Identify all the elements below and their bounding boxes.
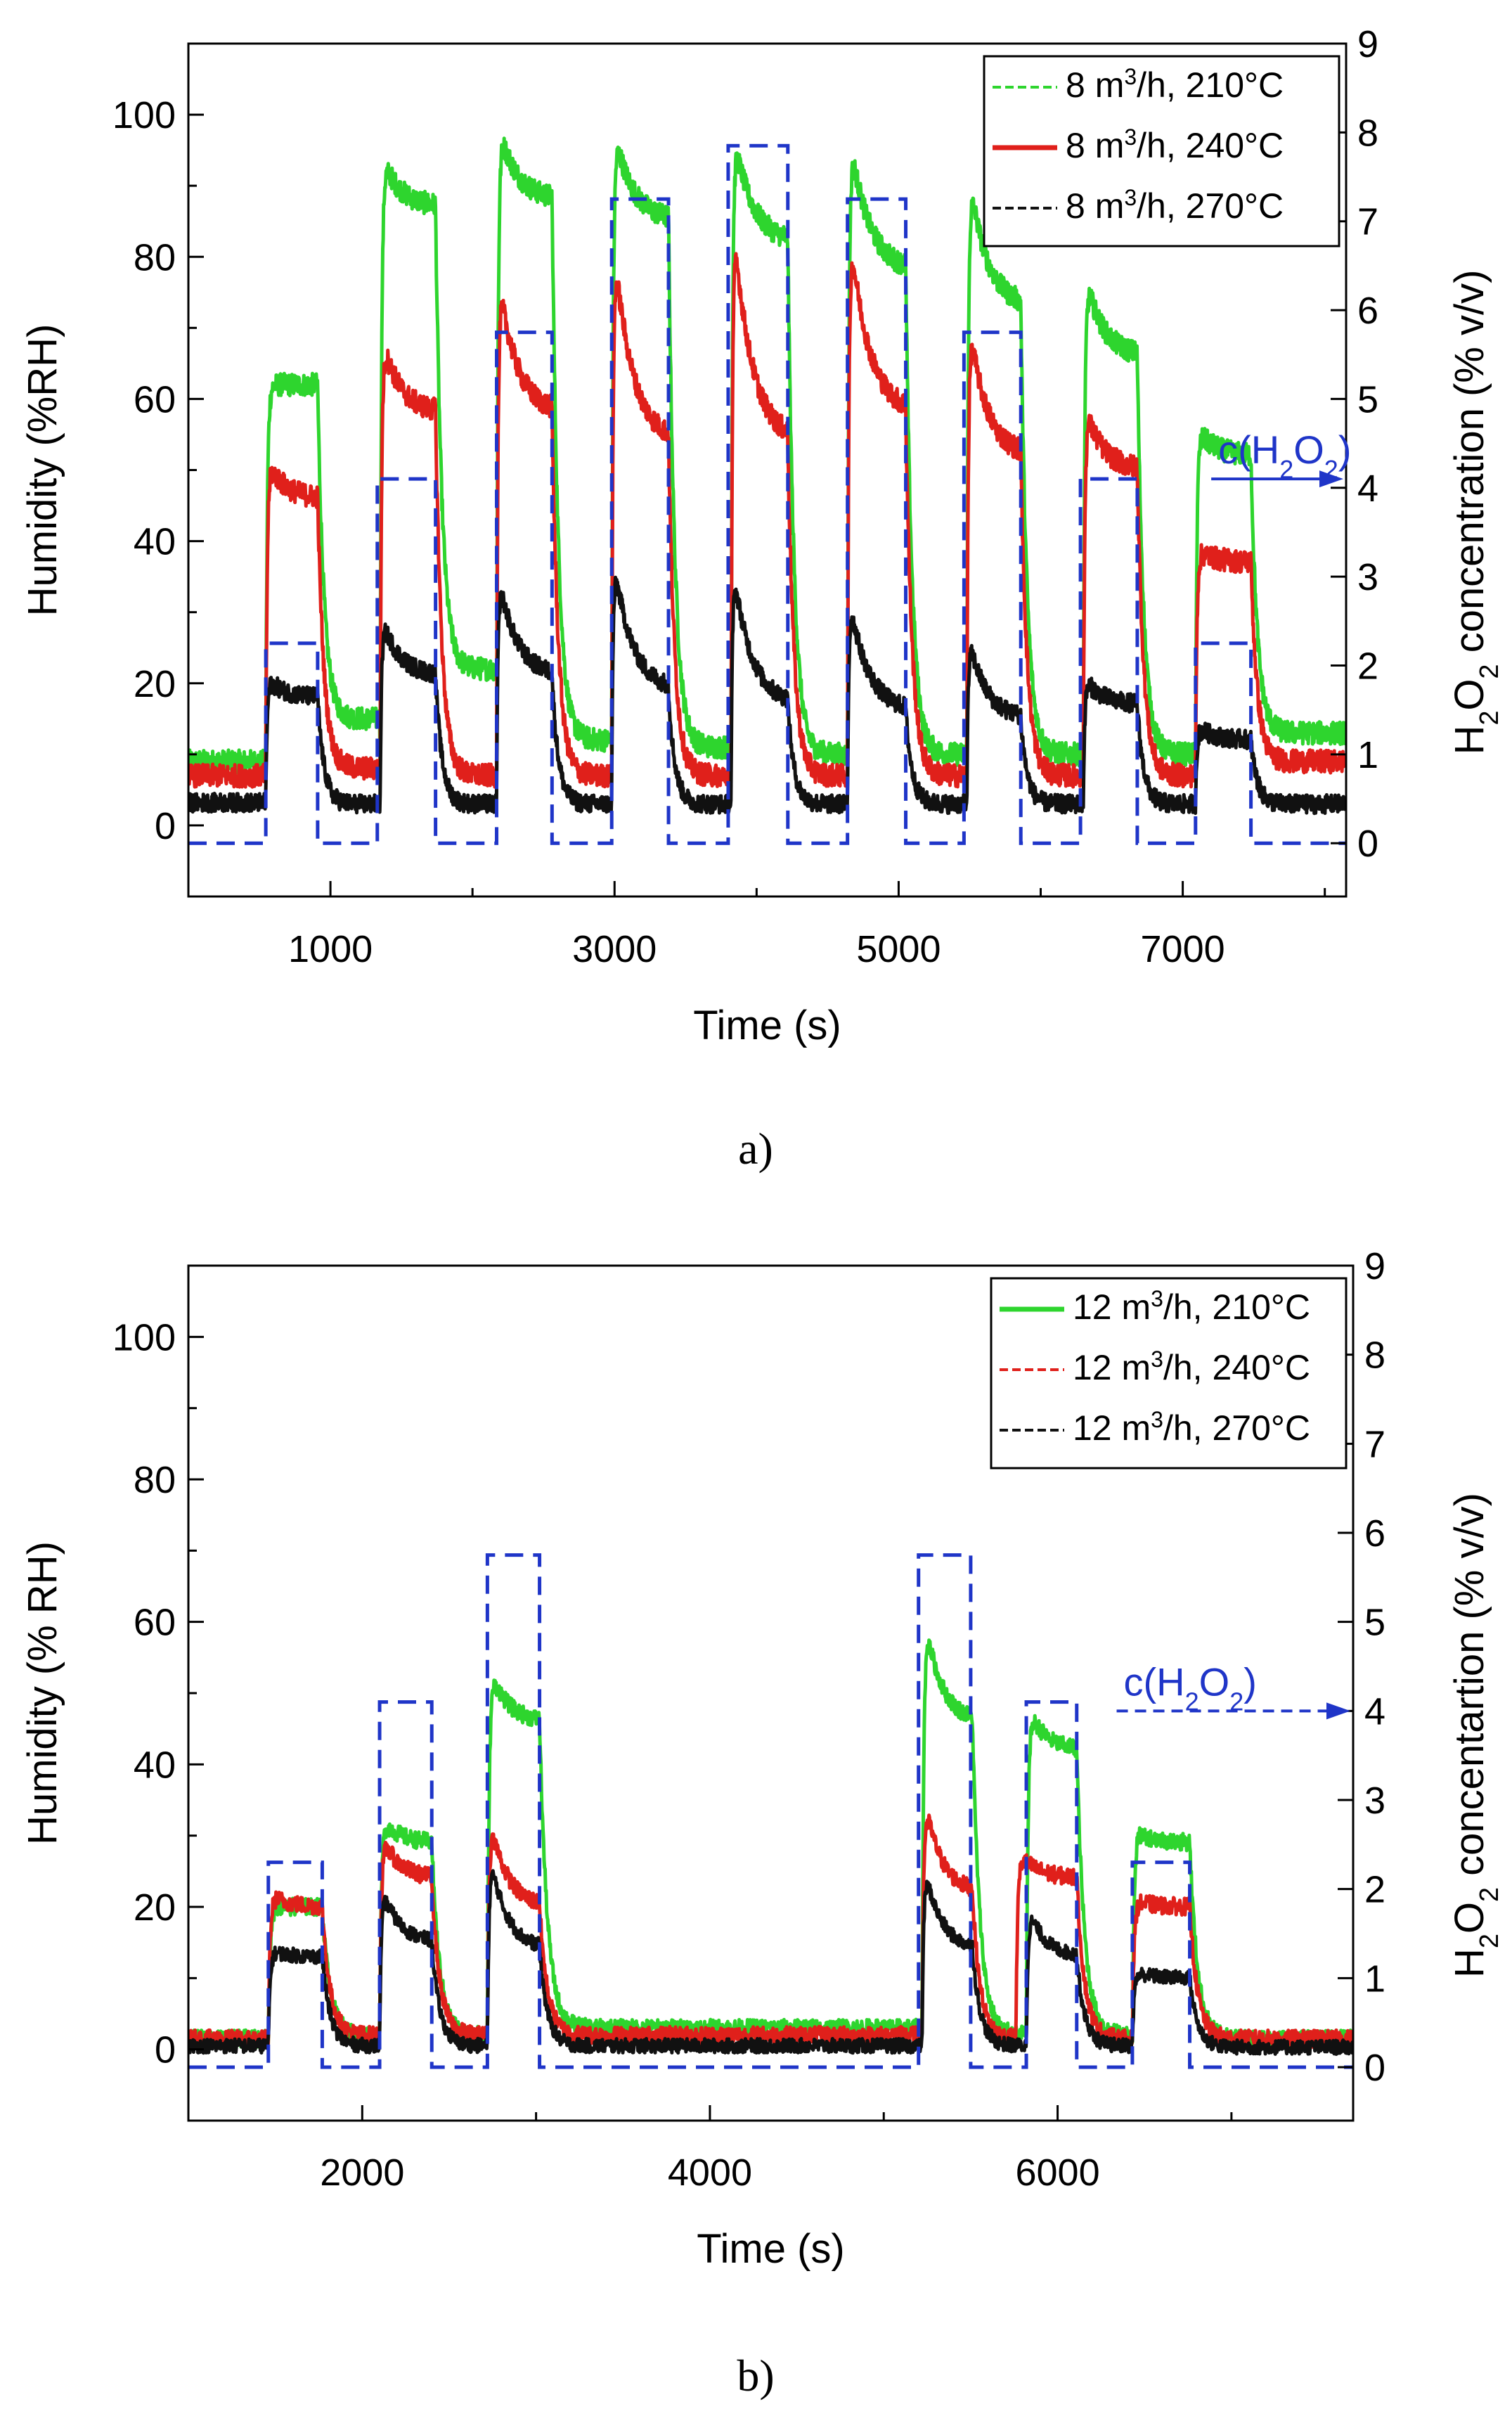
legend-label-1: 12 m3/h, 210°C: [1073, 1286, 1310, 1327]
y-axis-label: Humidity (% RH): [20, 1541, 65, 1845]
y-tick-label: 20: [134, 663, 176, 705]
y2-tick-label: 6: [1364, 1512, 1385, 1555]
y2-tick-label: 9: [1357, 23, 1378, 65]
x-tick-label: 1000: [288, 928, 373, 970]
legend: 8 m3/h, 210°C 8 m3/h, 240°C 8 m3/h, 270°C: [983, 55, 1340, 248]
y-tick-label: 0: [155, 2029, 176, 2071]
y2-tick-label: 4: [1364, 1690, 1385, 1732]
legend-label-2: 8 m3/h, 240°C: [1066, 124, 1284, 165]
y2-tick-label: 7: [1357, 201, 1378, 243]
y2-tick-label: 7: [1364, 1423, 1385, 1465]
legend-label-3: 8 m3/h, 270°C: [1066, 185, 1284, 226]
y2-tick-label: 1: [1357, 734, 1378, 776]
panel-a: 1000 3000 5000 70000204060801000123456789Ti…: [20, 23, 1504, 1174]
legend-label-3: 12 m3/h, 270°C: [1073, 1407, 1310, 1448]
y-tick-label: 40: [134, 521, 176, 563]
h2o2-concentration-line: [188, 1553, 1353, 2069]
panel-label: a): [738, 1124, 773, 1174]
x-tick-label: 4000: [668, 2152, 752, 2194]
plot-area: [188, 136, 1346, 845]
series-line-3: [188, 1869, 1353, 2056]
y-tick-label: 80: [134, 1459, 176, 1501]
y2-tick-label: 8: [1364, 1335, 1385, 1377]
legend-label-1: 8 m3/h, 210°C: [1066, 64, 1284, 105]
plot-area: [188, 1553, 1353, 2069]
y2-tick-label: 2: [1364, 1869, 1385, 1911]
y-tick-label: 40: [134, 1744, 176, 1786]
legend: 12 m3/h, 210°C 12 m3/h, 240°C 12 m3/h, 270…: [990, 1277, 1348, 1470]
y2-tick-label: 1: [1364, 1958, 1385, 2000]
panel-label: b): [737, 2351, 774, 2400]
y-tick-label: 100: [112, 1316, 176, 1358]
series-line-3: [188, 575, 1346, 816]
series-line-2: [188, 1813, 1353, 2050]
h2o2-annotation: c(H2O2): [1218, 428, 1351, 484]
y-tick-label: 100: [112, 94, 176, 136]
h2o2-annotation: c(H2O2): [1124, 1659, 1257, 1716]
y2-axis-label: H2O2 concentartion (% v/v): [1447, 1493, 1504, 1978]
panel-b: 2000 4000 6000 0 20 40 60 80 100 0 1 2 3 4 5 6 7 8 9 Time (…: [20, 1245, 1504, 2400]
x-axis-label: Time (s): [693, 1003, 841, 1048]
x-tick-label: 6000: [1015, 2152, 1099, 2194]
h2o2-annotation-arrow-head: [1326, 1702, 1350, 1720]
y-tick-label: 20: [134, 1886, 176, 1929]
x-tick-label: 2000: [320, 2152, 404, 2194]
y2-tick-label: 0: [1364, 2047, 1385, 2089]
series-line-2: [188, 252, 1346, 789]
y2-tick-label: 9: [1364, 1245, 1385, 1287]
y2-tick-label: 8: [1357, 112, 1378, 154]
y-tick-label: 60: [134, 1602, 176, 1644]
legend-label-2: 12 m3/h, 240°C: [1073, 1346, 1310, 1387]
y-tick-label: 80: [134, 236, 176, 278]
y2-tick-label: 2: [1357, 645, 1378, 687]
y2-tick-label: 5: [1364, 1602, 1385, 1644]
x-tick-label: 5000: [856, 928, 941, 970]
y-axis-label: Humidity (%RH): [20, 324, 65, 617]
y2-tick-label: 3: [1364, 1780, 1385, 1822]
y2-tick-label: 0: [1357, 823, 1378, 865]
x-tick-label: 7000: [1141, 928, 1225, 970]
y-tick-label: 0: [155, 805, 176, 847]
y2-axis-label: H2O2 concentration (% v/v): [1447, 270, 1504, 755]
y2-tick-label: 5: [1357, 378, 1378, 420]
h2o2-concentration-line: [188, 143, 1346, 845]
h2o2-annotation-arrow-head: [1319, 470, 1343, 488]
y2-tick-label: 4: [1357, 468, 1378, 510]
x-tick-label: 3000: [572, 928, 657, 970]
x-axis-label: Time (s): [697, 2226, 844, 2272]
y2-tick-label: 3: [1357, 556, 1378, 598]
y-tick-label: 60: [134, 378, 176, 420]
y2-tick-label: 6: [1357, 290, 1378, 332]
